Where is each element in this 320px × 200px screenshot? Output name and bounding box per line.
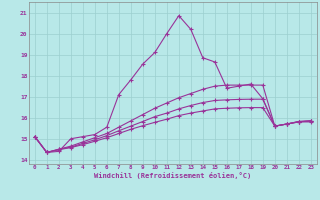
X-axis label: Windchill (Refroidissement éolien,°C): Windchill (Refroidissement éolien,°C) — [94, 172, 252, 179]
